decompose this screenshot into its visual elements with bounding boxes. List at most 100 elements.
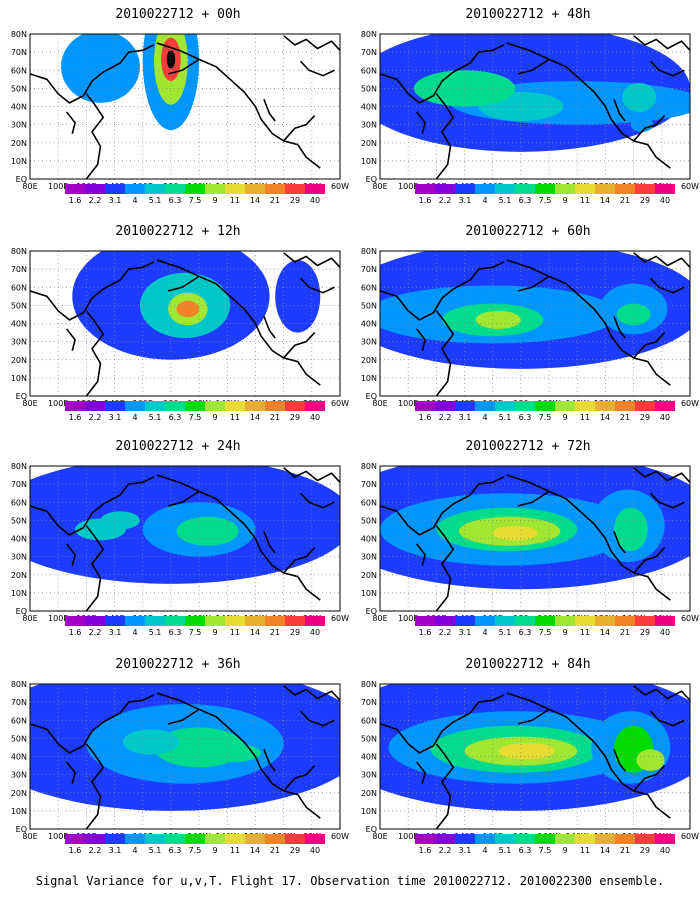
- colorbar-label: 40: [659, 628, 671, 637]
- colorbar-swatch: [615, 616, 635, 626]
- colorbar-label: 6.3: [518, 628, 532, 637]
- coastline: [517, 490, 550, 507]
- lat-tick-label: 70N: [361, 48, 377, 57]
- lat-tick-label: 20N: [11, 139, 27, 148]
- colorbar: 1.6 2.2 3.1 4 5.1 6.3 7.5 9 11 14 21 29 40: [415, 184, 675, 212]
- lat-tick-label: 30N: [361, 338, 377, 347]
- lat-tick-label: 20N: [361, 571, 377, 580]
- colorbar-swatch: [285, 834, 305, 844]
- colorbar-swatch: [635, 616, 655, 626]
- colorbar-swatch: [515, 401, 535, 411]
- colorbar-label: 1.6: [68, 628, 82, 637]
- coastline: [283, 467, 340, 483]
- variance-contour: [622, 82, 657, 112]
- colorbar-label: 14: [249, 846, 261, 855]
- colorbar-label: 1.6: [418, 413, 432, 422]
- lat-tick-label: 40N: [11, 753, 27, 762]
- colorbar-swatch: [165, 834, 185, 844]
- colorbar-swatch: [225, 834, 245, 844]
- colorbar-label: 3.1: [108, 846, 122, 855]
- lon-tick-label: 60W: [331, 614, 349, 623]
- colorbar-swatch: [515, 834, 535, 844]
- colorbar-label: 11: [579, 413, 591, 422]
- colorbar-label: 1.6: [68, 196, 82, 205]
- colorbar-swatch: [205, 834, 225, 844]
- colorbar-swatch: [475, 401, 495, 411]
- panel-title: 2010022712 + 36h: [115, 657, 241, 672]
- plot-frame: [29, 683, 341, 830]
- colorbar-label: 40: [309, 413, 321, 422]
- map-plot: 80N70N60N50N40N30N20N10NEQ80E100E120E140…: [11, 30, 349, 191]
- panel-title: 2010022712 + 60h: [465, 224, 591, 239]
- colorbar-label: 4: [132, 196, 138, 205]
- coastline: [506, 692, 671, 819]
- coastline: [66, 761, 76, 784]
- colorbar-label: 2.2: [438, 413, 452, 422]
- colorbar-label: 5.1: [498, 413, 512, 422]
- colorbar-label: 11: [229, 413, 241, 422]
- lat-tick-label: 80N: [11, 462, 27, 471]
- lat-tick-label: EQ: [16, 607, 27, 616]
- lat-tick-label: 70N: [361, 480, 377, 489]
- colorbar-swatch: [455, 184, 475, 194]
- lat-tick-label: 70N: [11, 48, 27, 57]
- colorbar-swatch: [655, 184, 675, 194]
- colorbar-swatch: [145, 616, 165, 626]
- colorbar-swatch: [455, 401, 475, 411]
- colorbar-label: 11: [229, 196, 241, 205]
- colorbar-swatch: [205, 401, 225, 411]
- colorbar-label: 7.5: [538, 846, 552, 855]
- colorbar-label: 4: [132, 413, 138, 422]
- colorbar-swatch: [415, 834, 435, 844]
- colorbar-swatch: [475, 184, 495, 194]
- lat-tick-label: 10N: [361, 157, 377, 166]
- colorbar-label: 7.5: [538, 196, 552, 205]
- lat-tick-label: 60N: [361, 498, 377, 507]
- coastline: [283, 252, 340, 268]
- coastline: [633, 685, 690, 701]
- lon-tick-label: 80E: [22, 832, 37, 841]
- colorbar-label: 5.1: [148, 196, 162, 205]
- colorbar: 1.6 2.2 3.1 4 5.1 6.3 7.5 9 11 14 21 29 40: [415, 401, 675, 429]
- colorbar-label: 21: [619, 196, 631, 205]
- lat-tick-label: 10N: [11, 374, 27, 383]
- colorbar-label: 3.1: [108, 413, 122, 422]
- variance-contour: [123, 729, 180, 755]
- colorbar-swatch: [245, 616, 265, 626]
- colorbar-swatch: [535, 401, 555, 411]
- coastline: [85, 310, 105, 396]
- colorbar-swatch: [285, 184, 305, 194]
- panel-title: 2010022712 + 24h: [115, 439, 241, 454]
- colorbar: 1.6 2.2 3.1 4 5.1 6.3 7.5 9 11 14 21 29 40: [415, 834, 675, 862]
- lat-tick-label: 10N: [11, 157, 27, 166]
- colorbar-label: 4: [482, 846, 488, 855]
- colorbar-label: 2.2: [88, 413, 102, 422]
- colorbar-swatch: [575, 184, 595, 194]
- lat-tick-label: 20N: [11, 571, 27, 580]
- colorbar-label: 14: [599, 846, 611, 855]
- colorbar-label: 9: [562, 196, 568, 205]
- colorbar-label: 21: [269, 413, 281, 422]
- coastline: [380, 44, 505, 104]
- lat-tick-label: 40N: [361, 753, 377, 762]
- map-panel: 2010022712 + 24h 80N 70N 60N 50N 40N 30N 20N 10N…: [8, 437, 349, 652]
- colorbar-swatch: [225, 616, 245, 626]
- lat-tick-label: 80N: [11, 30, 27, 39]
- coastline: [506, 259, 671, 386]
- lon-tick-label: 100E: [48, 832, 68, 841]
- lat-tick-label: 30N: [11, 121, 27, 130]
- colorbar-label: 5.1: [148, 846, 162, 855]
- lon-tick-label: 60W: [331, 399, 349, 408]
- colorbar-swatch: [165, 616, 185, 626]
- lat-tick-label: 30N: [11, 553, 27, 562]
- coastline: [633, 547, 666, 574]
- colorbar-swatch: [575, 616, 595, 626]
- colorbar-swatch: [515, 184, 535, 194]
- lon-tick-label: 60W: [681, 182, 699, 191]
- map-panel: 2010022712 + 72h 80N 70N 60N 50N 40N 30N 20N 10N…: [358, 437, 699, 652]
- variance-contour: [498, 742, 555, 760]
- colorbar-swatch: [245, 834, 265, 844]
- coastline: [435, 310, 455, 396]
- colorbar-swatch: [205, 616, 225, 626]
- lat-tick-label: 40N: [11, 320, 27, 329]
